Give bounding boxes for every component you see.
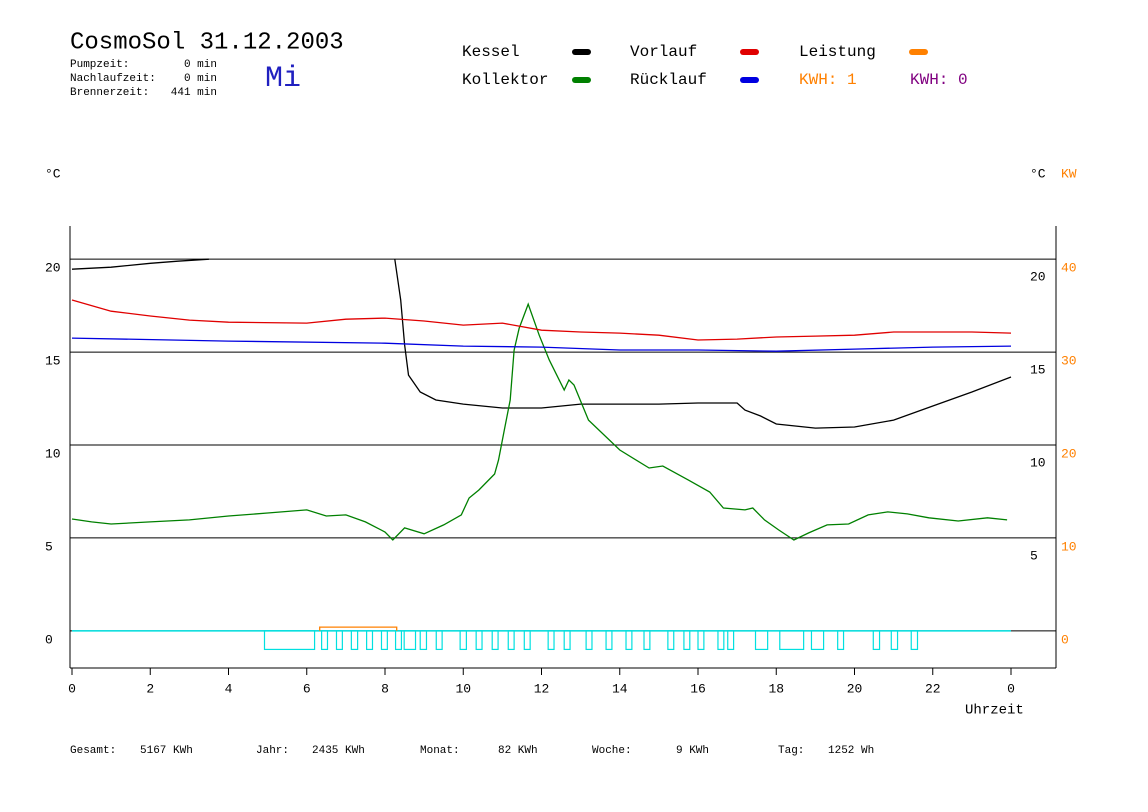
total-value: 82 KWh (498, 745, 538, 757)
x-tick-label: 12 (534, 681, 550, 696)
total-value: 1252 Wh (828, 745, 874, 757)
total-value: 5167 KWh (140, 745, 193, 757)
pump-pulse (779, 630, 805, 651)
y-tick-label: 15 (45, 354, 61, 369)
pump-pulse (394, 630, 403, 651)
stat-value: 0 min (184, 59, 217, 71)
pump-pulse (263, 630, 316, 651)
stat-value: 441 min (171, 87, 217, 99)
pump-pulse (697, 630, 705, 651)
series-line (71, 302, 1008, 541)
pump-pulse (435, 630, 443, 651)
pump-pulse (366, 630, 374, 651)
pump-pulse (625, 630, 633, 651)
pump-pulse (643, 630, 651, 651)
pump-pulse (890, 630, 899, 651)
pump-pulse (321, 630, 329, 651)
stat-label: Nachlaufzeit: (70, 73, 156, 85)
total-value: 2435 KWh (312, 745, 365, 757)
annotation: KWH: 0 (910, 71, 968, 89)
right-y-tick-label: 10 (1030, 455, 1046, 470)
legend-label: Rücklauf (630, 71, 707, 89)
pump-pulse (491, 630, 499, 651)
total-label: Gesamt: (70, 745, 116, 757)
title: CosmoSol 31.12.2003 (70, 29, 344, 56)
series-line (71, 299, 1012, 341)
pump-pulse (350, 630, 359, 651)
pump-pulse (605, 630, 613, 651)
pump-pulse (585, 630, 593, 651)
x-tick-label: 6 (303, 681, 311, 696)
series-line (71, 337, 1012, 352)
y-tick-label: 5 (45, 539, 53, 554)
x-tick-label: 20 (847, 681, 863, 696)
right-y-tick-label: 15 (1030, 363, 1046, 378)
legend-label: Kollektor (462, 71, 548, 89)
y-tick-label: 10 (45, 446, 61, 461)
pump-pulse (667, 630, 675, 651)
stat-label: Brennerzeit: (70, 87, 149, 99)
pump-pulse (547, 630, 555, 651)
x-tick-label: 0 (1007, 681, 1015, 696)
right-y-label: °C (1030, 166, 1046, 181)
y2-label: KW (1061, 166, 1077, 181)
pump-pulse (380, 630, 388, 651)
pump-pulse (754, 630, 769, 651)
pump-pulse (563, 630, 571, 651)
stat-value: 0 min (184, 73, 217, 85)
pump-pulse (872, 630, 881, 651)
legend-label: Kessel (462, 43, 520, 61)
y2-tick-label: 20 (1061, 446, 1077, 461)
legend-label: Vorlauf (630, 43, 697, 61)
legend-label: Leistung (799, 43, 876, 61)
x-tick-label: 22 (925, 681, 941, 696)
y2-tick-label: 30 (1061, 354, 1077, 369)
pump-pulse (837, 630, 845, 651)
series-line (71, 258, 1012, 429)
x-tick-label: 14 (612, 681, 628, 696)
pump-pulse (523, 630, 531, 651)
pump-pulse (810, 630, 825, 651)
total-label: Tag: (778, 745, 804, 757)
total-label: Woche: (592, 745, 632, 757)
total-label: Jahr: (256, 745, 289, 757)
x-tick-label: 8 (381, 681, 389, 696)
annotation: KWH: 1 (799, 71, 857, 89)
y2-tick-label: 10 (1061, 539, 1077, 554)
stat-label: Pumpzeit: (70, 59, 129, 71)
day: Mi (265, 62, 301, 96)
right-y-tick-label: 20 (1030, 270, 1046, 285)
y-label: °C (45, 166, 61, 181)
series-line (319, 626, 398, 631)
y-tick-label: 20 (45, 261, 61, 276)
pump-pulse (683, 630, 691, 651)
x-tick-label: 4 (225, 681, 233, 696)
right-y-tick-label: 5 (1030, 548, 1038, 563)
y2-tick-label: 0 (1061, 632, 1069, 647)
pump-pulse (335, 630, 343, 651)
x-tick-label: 0 (68, 681, 76, 696)
x-label: Uhrzeit (965, 703, 1024, 719)
y2-tick-label: 40 (1061, 261, 1077, 276)
pump-pulse (507, 630, 515, 651)
pump-pulse (475, 630, 483, 651)
pump-pulse (910, 630, 919, 651)
pump-pulse (717, 630, 725, 651)
x-tick-label: 10 (455, 681, 471, 696)
pump-pulse (459, 630, 467, 651)
x-tick-label: 18 (768, 681, 784, 696)
total-label: Monat: (420, 745, 460, 757)
pump-pulse (727, 630, 735, 651)
y-tick-label: 0 (45, 632, 53, 647)
total-value: 9 KWh (676, 745, 709, 757)
pump-pulse (419, 630, 428, 651)
x-tick-label: 2 (146, 681, 154, 696)
pump-pulse (403, 630, 417, 651)
x-tick-label: 16 (690, 681, 706, 696)
